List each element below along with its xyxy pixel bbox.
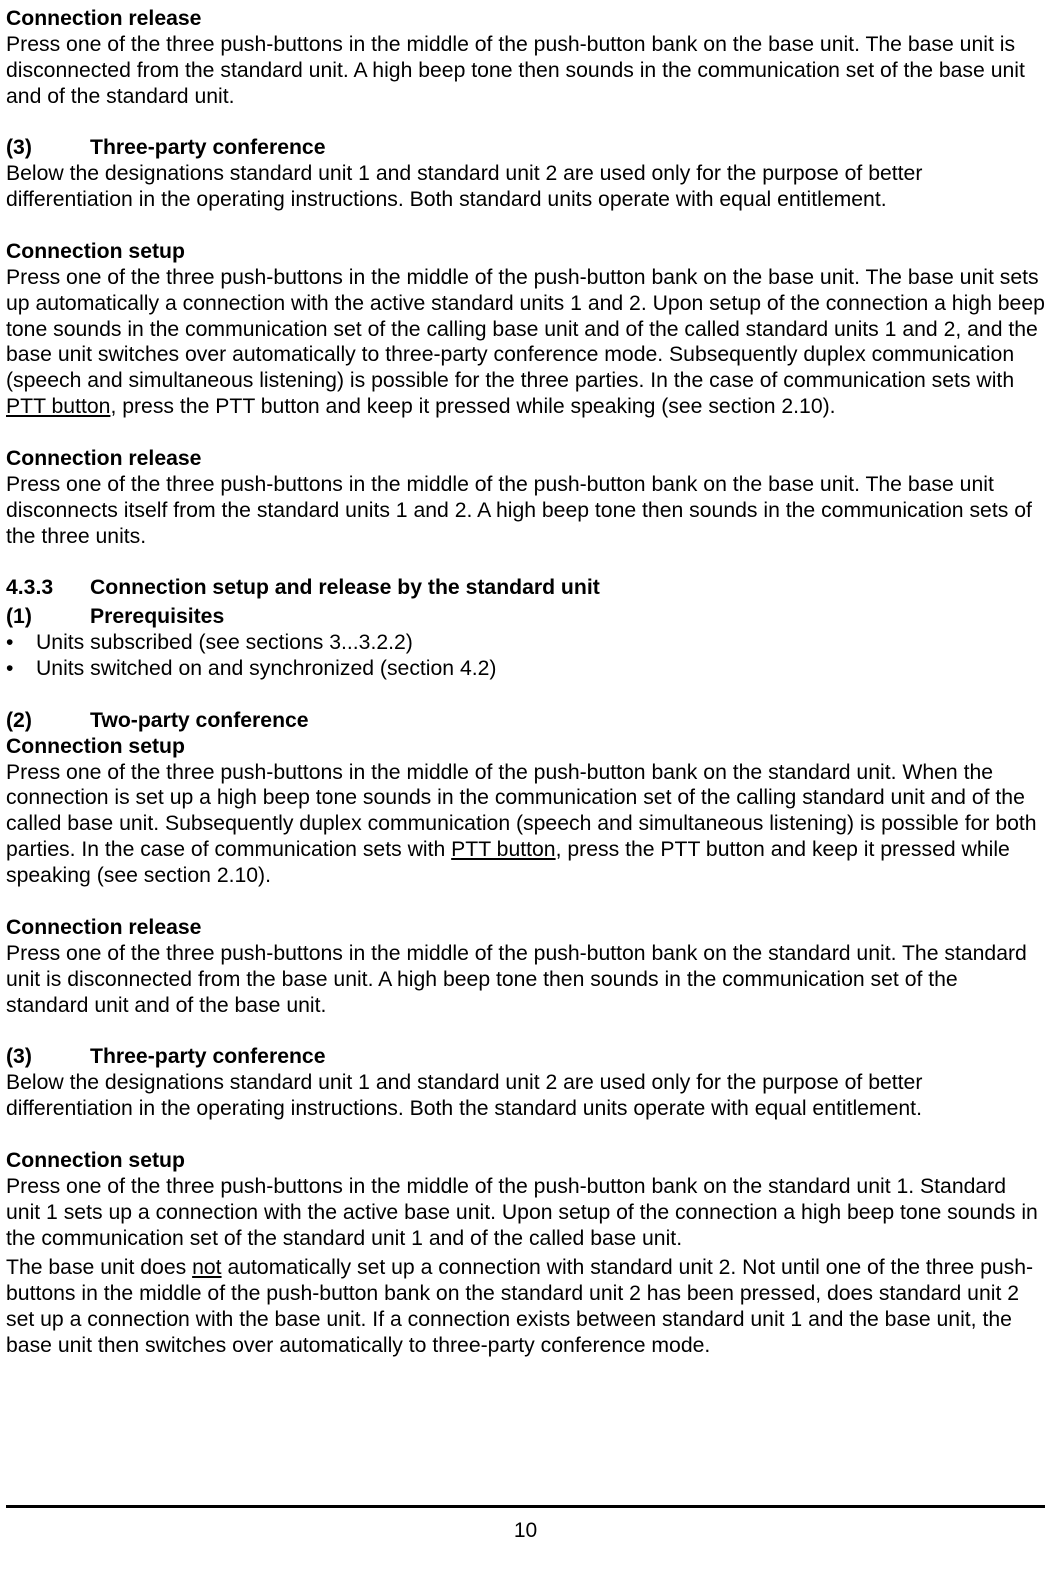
list-number: (2) <box>6 708 90 734</box>
body-text: Press one of the three push-buttons in t… <box>6 265 1045 420</box>
text-run: The base unit does <box>6 1256 192 1279</box>
list-number: (1) <box>6 604 90 630</box>
body-text: Press one of the three push-buttons in t… <box>6 32 1045 110</box>
page-footer: 10 <box>6 1505 1045 1544</box>
body-text: Below the designations standard unit 1 a… <box>6 1070 1045 1122</box>
bullet-text: Units switched on and synchronized (sect… <box>36 656 496 682</box>
heading-connection-setup-2: Connection setup <box>6 734 1045 760</box>
heading-connection-release-2: Connection release <box>6 446 1045 472</box>
heading-prerequisites: (1) Prerequisites <box>6 604 1045 630</box>
section-number: 4.3.3 <box>6 575 90 601</box>
text-run: , press the PTT button and keep it press… <box>110 395 835 418</box>
bullet-item: • Units subscribed (see sections 3...3.2… <box>6 630 1045 656</box>
heading-connection-release-1: Connection release <box>6 6 1045 32</box>
bullet-icon: • <box>6 656 36 682</box>
body-text: The base unit does not automatically set… <box>6 1255 1045 1358</box>
page-number: 10 <box>514 1519 537 1542</box>
section-heading-433: 4.3.3 Connection setup and release by th… <box>6 575 1045 601</box>
text-run: Press one of the three push-buttons in t… <box>6 266 1045 392</box>
underlined-text: PTT button <box>6 395 110 418</box>
heading-connection-setup-1: Connection setup <box>6 239 1045 265</box>
list-number: (3) <box>6 1044 90 1070</box>
heading-connection-release-3: Connection release <box>6 915 1045 941</box>
heading-connection-setup-3: Connection setup <box>6 1148 1045 1174</box>
heading-two-party: (2) Two-party conference <box>6 708 1045 734</box>
underlined-text: not <box>192 1256 221 1279</box>
heading-text: Three-party conference <box>90 1044 326 1070</box>
heading-text: Prerequisites <box>90 604 224 630</box>
body-text: Press one of the three push-buttons in t… <box>6 1174 1045 1252</box>
heading-text: Connection setup and release by the stan… <box>90 575 600 601</box>
underlined-text: PTT button <box>451 838 555 861</box>
body-text: Press one of the three push-buttons in t… <box>6 760 1045 889</box>
bullet-item: • Units switched on and synchronized (se… <box>6 656 1045 682</box>
body-text: Below the designations standard unit 1 a… <box>6 161 1045 213</box>
bullet-icon: • <box>6 630 36 656</box>
body-text: Press one of the three push-buttons in t… <box>6 941 1045 1019</box>
heading-text: Two-party conference <box>90 708 309 734</box>
body-text: Press one of the three push-buttons in t… <box>6 472 1045 550</box>
bullet-text: Units subscribed (see sections 3...3.2.2… <box>36 630 413 656</box>
list-number: (3) <box>6 135 90 161</box>
heading-three-party-1: (3) Three-party conference <box>6 135 1045 161</box>
heading-three-party-2: (3) Three-party conference <box>6 1044 1045 1070</box>
heading-text: Three-party conference <box>90 135 326 161</box>
document-page: Connection release Press one of the thre… <box>0 0 1051 1570</box>
